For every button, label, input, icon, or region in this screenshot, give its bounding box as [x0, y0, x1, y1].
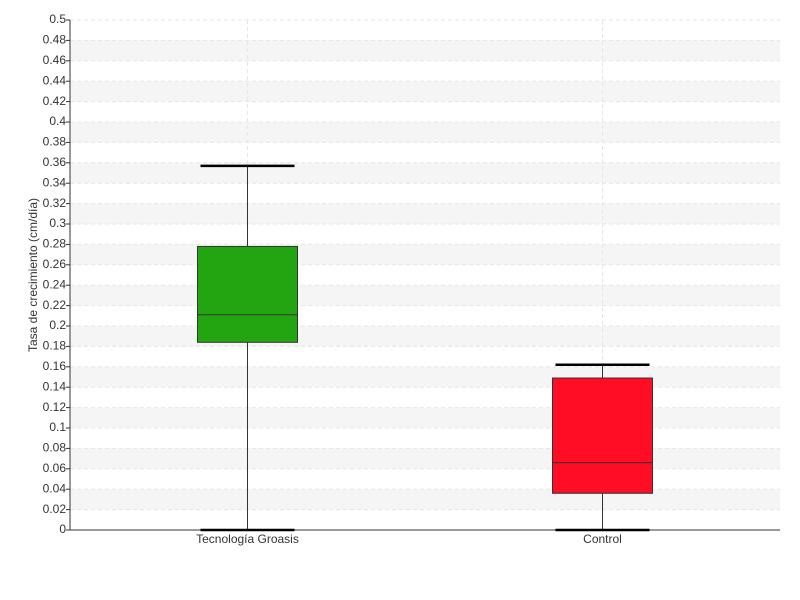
grid-band — [70, 489, 780, 510]
grid-band — [70, 326, 780, 347]
y-tick-label: 0.18 — [43, 339, 67, 353]
box — [552, 377, 653, 494]
grid-band — [70, 203, 780, 224]
y-tick-label: 0 — [59, 522, 66, 536]
y-tick-label: 0.14 — [43, 379, 67, 393]
grid-band — [70, 244, 780, 265]
y-tick-label: 0.28 — [43, 237, 67, 251]
y-tick-label: 0.12 — [43, 400, 67, 414]
y-tick-label: 0.34 — [43, 175, 67, 189]
y-tick-label: 0.46 — [43, 53, 67, 67]
x-tick-label: Tecnología Groasis — [196, 532, 299, 546]
grid-band — [70, 162, 780, 184]
y-tick-label: 0.4 — [49, 114, 66, 128]
y-tick-label: 0.06 — [43, 461, 67, 475]
y-tick-label: 0.48 — [43, 33, 67, 47]
grid-band — [70, 366, 780, 388]
y-tick-label: 0.08 — [43, 441, 67, 455]
y-tick-label: 0.2 — [49, 318, 66, 332]
y-tick-label: 0.42 — [43, 94, 67, 108]
y-tick-label: 0.24 — [43, 277, 67, 291]
y-tick-label: 0.16 — [43, 359, 67, 373]
grid-band — [70, 40, 780, 61]
grid-band — [70, 81, 780, 102]
y-tick-label: 0.1 — [49, 420, 66, 434]
y-tick-label: 0.04 — [43, 481, 67, 495]
y-axis-label: Tasa de crecimiento (cm/día) — [26, 198, 40, 352]
y-tick-label: 0.02 — [43, 502, 67, 516]
y-tick-label: 0.32 — [43, 196, 67, 210]
y-tick-label: 0.5 — [49, 12, 66, 26]
grid-band — [70, 448, 780, 469]
grid-band — [70, 122, 780, 143]
x-tick-label: Control — [583, 532, 622, 546]
y-tick-label: 0.26 — [43, 257, 67, 271]
box — [197, 245, 298, 343]
grid-band — [70, 285, 780, 306]
y-tick-label: 0.36 — [43, 155, 67, 169]
y-tick-label: 0.3 — [49, 216, 66, 230]
y-tick-label: 0.38 — [43, 135, 67, 149]
y-tick-label: 0.44 — [43, 73, 67, 87]
y-tick-label: 0.22 — [43, 298, 67, 312]
grid-band — [70, 407, 780, 428]
